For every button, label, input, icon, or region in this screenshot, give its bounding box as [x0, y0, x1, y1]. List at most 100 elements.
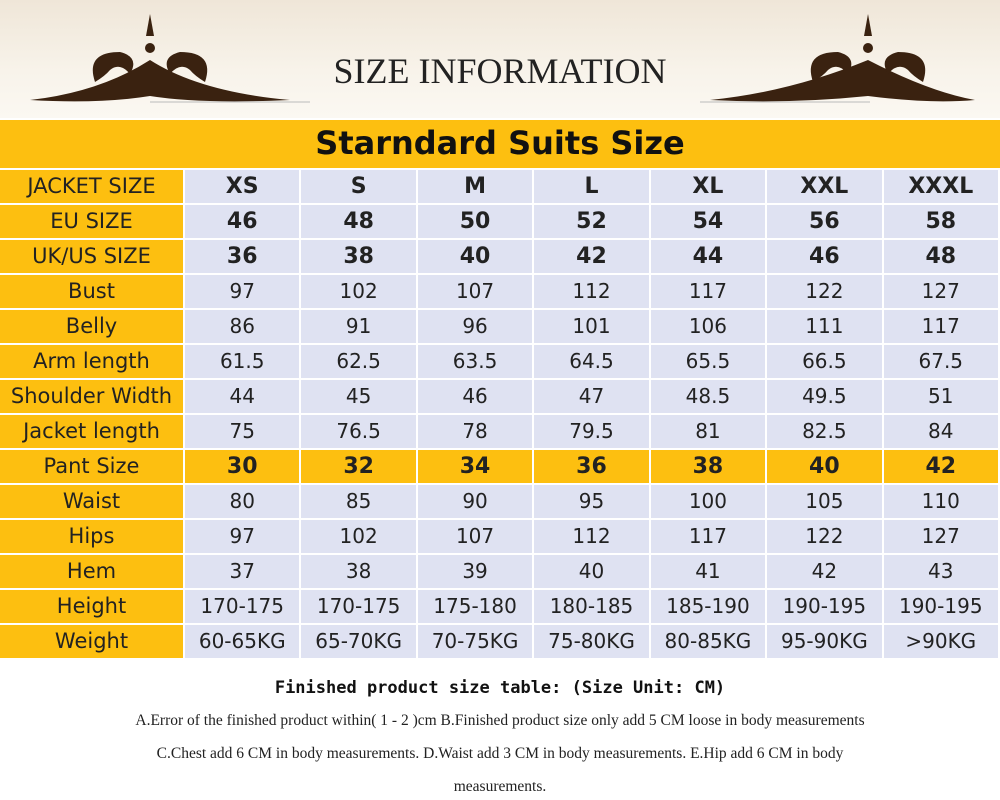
- cell: 170-175: [301, 590, 418, 625]
- cell: 112: [534, 520, 651, 555]
- cell: 47: [534, 380, 651, 415]
- cell: 180-185: [534, 590, 651, 625]
- cell: 58: [883, 205, 1000, 240]
- cell: 84: [883, 415, 1000, 450]
- cell: 107: [417, 520, 535, 555]
- cell: 38: [301, 240, 418, 275]
- cell: 170-175: [185, 590, 302, 625]
- cell: 37: [185, 555, 302, 590]
- cell: 66.5: [767, 345, 884, 380]
- note-line: measurements.: [453, 778, 547, 795]
- cell: 70-75KG: [417, 625, 535, 660]
- cell: 48: [301, 205, 418, 240]
- cell: 117: [650, 275, 768, 310]
- cell: 40: [767, 450, 884, 485]
- cell: 107: [417, 275, 535, 310]
- row-label: Hips: [0, 520, 185, 555]
- cell: >90KG: [883, 625, 1000, 660]
- cell: 46: [767, 240, 884, 275]
- cell: 56: [767, 205, 884, 240]
- cell: 100: [650, 485, 768, 520]
- row-label: UK/US SIZE: [0, 240, 185, 275]
- cell: 42: [767, 555, 884, 590]
- cell: 97: [185, 275, 302, 310]
- cell: 48.5: [650, 380, 768, 415]
- table-title: Starndard Suits Size: [0, 120, 1000, 168]
- row-label: Belly: [0, 310, 185, 345]
- cell: 80: [185, 485, 302, 520]
- cell: 44: [650, 240, 768, 275]
- cell: 60-65KG: [185, 625, 302, 660]
- cell: 96: [417, 310, 535, 345]
- ornament-left: [30, 14, 290, 102]
- cell: 117: [650, 520, 768, 555]
- cell: 43: [883, 555, 1000, 590]
- row-label: Jacket length: [0, 415, 185, 450]
- header-title: SIZE INFORMATION: [333, 51, 667, 91]
- cell: 50: [417, 205, 535, 240]
- row-label: Pant Size: [0, 450, 185, 485]
- cell: XXL: [767, 170, 884, 205]
- note-line: C.Chest add 6 CM in body measurements. D…: [156, 745, 844, 762]
- cell: 122: [767, 275, 884, 310]
- cell: 86: [185, 310, 302, 345]
- cell: 106: [650, 310, 768, 345]
- header: SIZE INFORMATION: [0, 0, 1000, 118]
- cell: 41: [650, 555, 768, 590]
- row-label: Weight: [0, 625, 185, 660]
- cell: 97: [185, 520, 302, 555]
- cell: 85: [301, 485, 418, 520]
- cell: 46: [185, 205, 302, 240]
- cell: 110: [883, 485, 1000, 520]
- row-label: Arm length: [0, 345, 185, 380]
- cell: 81: [650, 415, 768, 450]
- cell: 63.5: [417, 345, 535, 380]
- cell: 64.5: [534, 345, 651, 380]
- cell: 54: [650, 205, 768, 240]
- cell: XL: [650, 170, 768, 205]
- row-label: Waist: [0, 485, 185, 520]
- cell: S: [301, 170, 418, 205]
- cell: 34: [417, 450, 535, 485]
- cell: 75: [185, 415, 302, 450]
- cell: 112: [534, 275, 651, 310]
- note-line: A.Error of the finished product within( …: [135, 712, 865, 729]
- cell: 40: [534, 555, 651, 590]
- cell: 91: [301, 310, 418, 345]
- cell: 42: [883, 450, 1000, 485]
- cell: 185-190: [650, 590, 768, 625]
- ornament-right: [710, 14, 975, 102]
- caption: Finished product size table: (Size Unit:…: [274, 678, 726, 698]
- cell: 95-90KG: [767, 625, 884, 660]
- cell: 105: [767, 485, 884, 520]
- cell: 190-195: [883, 590, 1000, 625]
- cell: 102: [301, 520, 418, 555]
- cell: 79.5: [534, 415, 651, 450]
- row-label: JACKET SIZE: [0, 170, 185, 205]
- cell: XS: [185, 170, 302, 205]
- cell: 76.5: [301, 415, 418, 450]
- cell: 111: [767, 310, 884, 345]
- cell: 44: [185, 380, 302, 415]
- cell: 39: [417, 555, 535, 590]
- cell: 36: [185, 240, 302, 275]
- cell: 30: [185, 450, 302, 485]
- cell: 95: [534, 485, 651, 520]
- cell: 62.5: [301, 345, 418, 380]
- cell: 49.5: [767, 380, 884, 415]
- cell: 80-85KG: [650, 625, 768, 660]
- cell: 127: [883, 520, 1000, 555]
- cell: 65.5: [650, 345, 768, 380]
- cell: 52: [534, 205, 651, 240]
- cell: XXXL: [883, 170, 1000, 205]
- cell: 75-80KG: [534, 625, 651, 660]
- cell: 127: [883, 275, 1000, 310]
- row-label: Shoulder Width: [0, 380, 185, 415]
- cell: 90: [417, 485, 535, 520]
- cell: 190-195: [767, 590, 884, 625]
- row-label: Hem: [0, 555, 185, 590]
- row-label: Bust: [0, 275, 185, 310]
- row-label: Height: [0, 590, 185, 625]
- cell: 36: [534, 450, 651, 485]
